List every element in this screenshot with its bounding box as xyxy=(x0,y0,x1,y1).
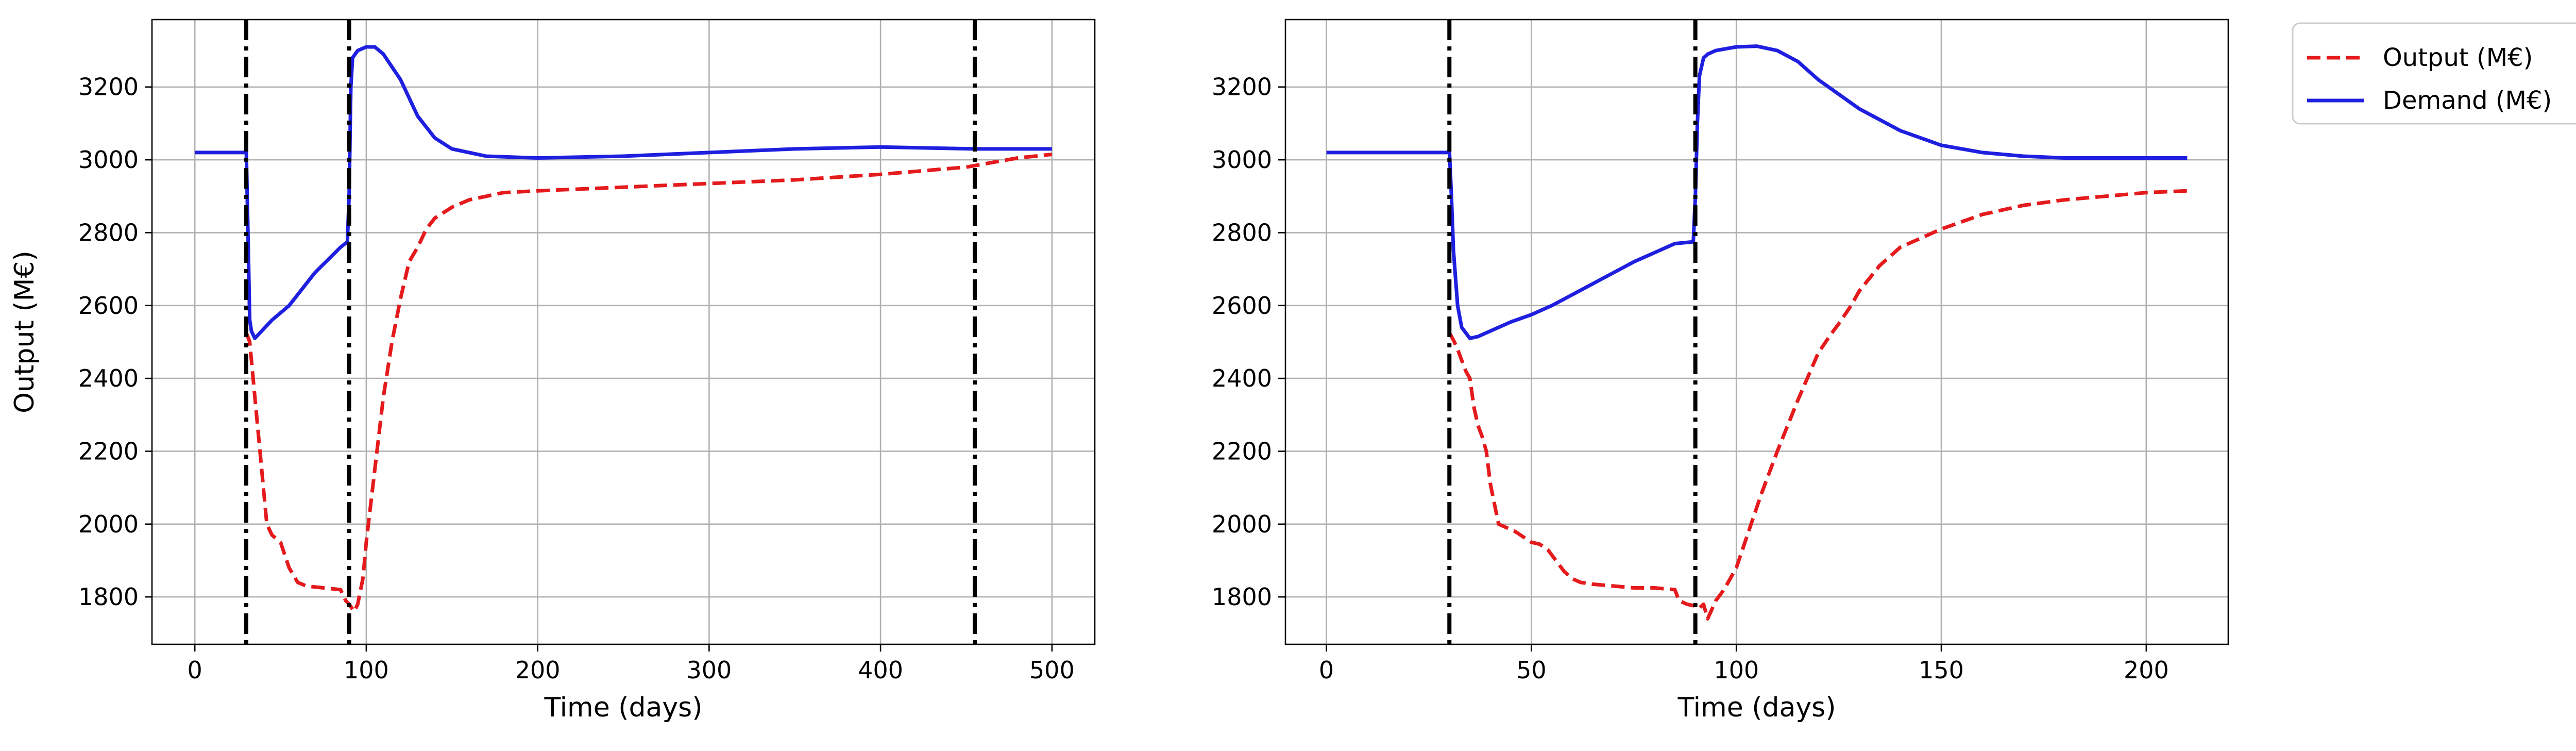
y-tick-label: 3000 xyxy=(1212,146,1272,174)
y-tick-label: 2800 xyxy=(1212,219,1272,246)
legend-label-demand: Demand (M€) xyxy=(2383,86,2552,115)
y-tick-label: 3200 xyxy=(78,73,139,101)
x-axis-label: Time (days) xyxy=(1677,692,1836,723)
x-tick-label: 100 xyxy=(1714,656,1759,684)
x-tick-label: 200 xyxy=(515,656,561,684)
x-tick-label: 0 xyxy=(1319,656,1334,684)
x-tick-label: 100 xyxy=(344,656,389,684)
plot-area xyxy=(1285,20,2228,644)
chart-panel-left: 0 100 200 300 400 500 1800 2000 2200 2400 2600 2800… xyxy=(9,19,1096,723)
y-tick-label: 2200 xyxy=(78,437,139,465)
chart-panel-right: 0 50 100 150 200 1800 2000 2200 2400 2600 2800 3000… xyxy=(1212,19,2229,723)
legend-box xyxy=(2292,22,2576,125)
x-tick-label: 50 xyxy=(1516,656,1547,684)
y-tick-label: 1800 xyxy=(78,583,139,611)
axes-frame xyxy=(151,19,1096,645)
y-tick-label: 2200 xyxy=(1212,437,1272,465)
series-line-output xyxy=(244,153,1053,613)
axes-frame xyxy=(1284,19,2229,645)
x-tick-label: 150 xyxy=(1919,656,1964,684)
y-axis-label: Output (M€) xyxy=(9,251,40,413)
plot-area xyxy=(152,20,1095,644)
y-tick-label: 2400 xyxy=(1212,364,1272,392)
x-tick-label: 0 xyxy=(188,656,202,684)
series-line-demand xyxy=(195,45,1052,340)
x-tick-label: 300 xyxy=(686,656,732,684)
series-line-output xyxy=(1448,189,2188,621)
y-tick-label: 2400 xyxy=(78,364,139,392)
x-tick-label: 200 xyxy=(2124,656,2169,684)
y-tick-label: 3200 xyxy=(1212,73,1272,101)
y-tick-label: 2600 xyxy=(1212,292,1272,320)
y-tick-label: 2000 xyxy=(78,510,139,538)
y-tick-label: 2000 xyxy=(1212,510,1272,538)
legend-label-output: Output (M€) xyxy=(2383,43,2533,72)
y-tick-label: 3000 xyxy=(78,146,139,174)
legend: Output (M€) Demand (M€) xyxy=(2292,22,2576,125)
y-tick-label: 2600 xyxy=(78,292,139,320)
x-tick-label: 400 xyxy=(858,656,903,684)
y-tick-label: 1800 xyxy=(1212,583,1272,611)
y-tick-label: 2800 xyxy=(78,219,139,246)
x-axis-label: Time (days) xyxy=(544,692,702,723)
x-tick-label: 500 xyxy=(1029,656,1075,684)
